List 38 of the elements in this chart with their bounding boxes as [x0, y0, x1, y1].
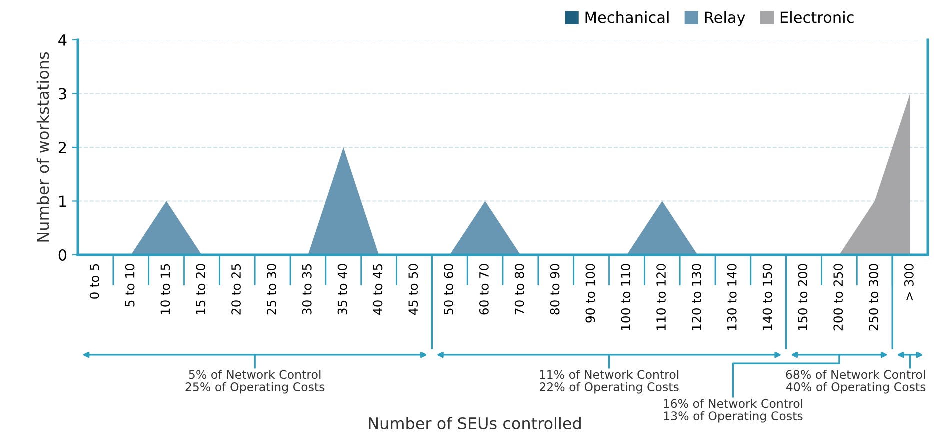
x-tick-label: 90 to 100	[586, 264, 596, 323]
y-axis-title: Number of workstations	[36, 52, 50, 242]
legend-label: Electronic	[780, 11, 854, 24]
text: Number of SEUs controlled	[369, 417, 581, 430]
y-tick-label: 1	[60, 196, 66, 208]
x-tick-label: 140 to 150	[762, 264, 772, 330]
x-tick-label: 130 to 140	[727, 264, 737, 330]
x-tick-label: > 300	[904, 264, 914, 300]
x-tick-label: 110 to 120	[656, 264, 666, 330]
x-tick-label: 80 to 90	[550, 264, 560, 315]
x-tick-label: 60 to 70	[479, 264, 489, 315]
text: 16% of Network Control 13% of Operating Costs	[664, 399, 803, 423]
legend-label: Mechanical	[586, 11, 669, 24]
x-tick-label: 15 to 20	[196, 264, 206, 314]
x-tick-label: 200 to 250	[834, 264, 844, 331]
x-tick-label: 40 to 45	[373, 264, 383, 316]
x-tick-label: 250 to 300	[869, 264, 878, 331]
x-tick-label: 20 to 25	[232, 264, 241, 315]
x-tick-label: 0 to 5	[90, 264, 100, 299]
y-tick-label: 3	[59, 88, 66, 100]
x-tick-label: 10 to 15	[160, 264, 170, 314]
text: 68% of Network Control 40% of Operating Costs	[786, 370, 926, 394]
y-tick-label: 0	[58, 249, 67, 262]
text: 11% of Network Control 22% of Operating Costs	[540, 370, 679, 394]
x-tick-label: 30 to 35	[302, 264, 312, 315]
y-tick-label: 4	[58, 34, 67, 46]
x-tick-label: 45 to 50	[408, 264, 418, 316]
x-tick-label: 70 to 80	[514, 264, 524, 315]
text: 5% of Network Control 25% of Operating Costs	[186, 370, 325, 394]
x-tick-label: 50 to 60	[444, 264, 454, 315]
x-tick-label: 5 to 10	[125, 264, 135, 307]
x-tick-label: 25 to 30	[266, 264, 276, 315]
y-tick-label: 2	[58, 142, 66, 154]
x-tick-label: 35 to 40	[338, 264, 348, 315]
x-tick-label: 150 to 200	[798, 264, 808, 330]
x-tick-label: 100 to 110	[621, 264, 631, 330]
legend-label: Relay	[705, 11, 746, 26]
x-tick-label: 120 to 130	[692, 264, 702, 330]
